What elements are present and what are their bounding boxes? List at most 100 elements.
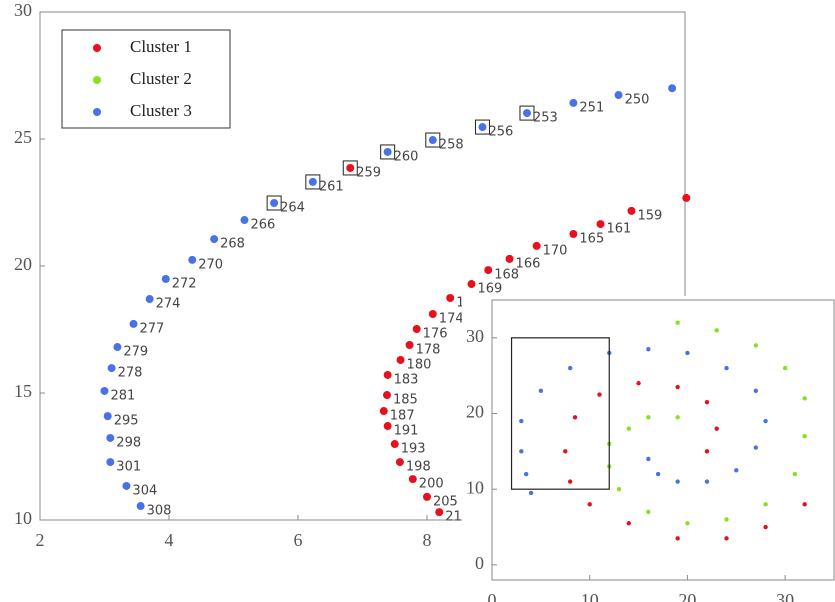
point-label: 187: [390, 409, 415, 424]
point: [106, 458, 115, 467]
point-label: 168: [494, 268, 519, 283]
point: [724, 517, 729, 522]
point: [524, 471, 529, 477]
point-label: 174: [439, 312, 464, 327]
point-label: 176: [423, 326, 448, 341]
y-tick-label: 0: [475, 553, 484, 573]
point: [528, 490, 534, 496]
point: [572, 415, 578, 420]
point: [675, 479, 680, 484]
point-label: 170: [543, 243, 568, 258]
point: [423, 492, 431, 501]
point: [792, 471, 798, 477]
point: [390, 440, 399, 449]
x-tick-label: 6: [294, 530, 303, 550]
legend-marker: [93, 76, 101, 84]
point: [655, 471, 661, 477]
point-label: 183: [394, 372, 419, 387]
y-tick-label: 15: [14, 381, 32, 401]
point-label: 165: [579, 231, 604, 246]
point-label: 185: [393, 393, 418, 408]
x-tick-label: 20: [678, 590, 696, 602]
point: [522, 109, 531, 118]
y-tick-label: 10: [466, 477, 484, 497]
point: [446, 294, 455, 303]
legend-label: Cluster 2: [130, 69, 192, 88]
point: [106, 433, 115, 442]
point-label: 166: [516, 256, 541, 271]
legend-label: Cluster 1: [130, 37, 192, 56]
point: [646, 346, 651, 352]
point-label: 264: [280, 201, 305, 216]
point-label: 295: [114, 414, 139, 429]
point-label: 178: [416, 342, 441, 357]
point: [675, 415, 680, 420]
point: [753, 445, 759, 450]
x-tick-label: 0: [488, 590, 497, 602]
point: [396, 355, 405, 364]
point-label: 278: [118, 366, 143, 381]
point-label: 250: [625, 93, 650, 108]
highlight-box: [519, 105, 535, 121]
point: [675, 320, 680, 325]
point: [646, 509, 651, 515]
legend-label: Cluster 3: [130, 101, 192, 120]
point: [379, 407, 388, 416]
zoom-box: [510, 337, 610, 490]
point-label: 270: [198, 257, 223, 272]
point-label: 180: [407, 357, 432, 372]
point: [569, 98, 578, 107]
point: [467, 280, 476, 289]
point: [753, 388, 759, 394]
point-label: 261: [319, 179, 344, 194]
point: [587, 502, 592, 507]
point: [704, 399, 710, 405]
highlight-box: [474, 119, 490, 135]
point: [435, 508, 444, 517]
x-tick-label: 30: [776, 590, 794, 602]
point: [538, 388, 544, 394]
point: [408, 475, 417, 484]
y-tick-label: 30: [466, 326, 484, 346]
point: [383, 370, 392, 379]
point: [383, 422, 392, 431]
point: [626, 521, 631, 526]
highlight-box: [380, 144, 396, 160]
point: [763, 524, 768, 530]
point: [753, 343, 759, 348]
point: [188, 255, 197, 264]
point: [802, 502, 807, 507]
y-tick-label: 10: [14, 508, 32, 528]
point: [567, 365, 573, 371]
point: [240, 216, 249, 225]
point: [668, 84, 677, 93]
point: [563, 449, 568, 454]
point: [636, 381, 641, 386]
point: [136, 502, 145, 511]
point: [129, 319, 138, 328]
point: [802, 434, 807, 439]
point: [763, 502, 768, 507]
y-tick-label: 20: [466, 402, 484, 422]
point-label: 191: [394, 424, 419, 439]
point-label: 259: [356, 165, 381, 180]
point: [145, 295, 154, 304]
highlight-box: [305, 174, 321, 190]
point: [122, 481, 131, 490]
point: [675, 536, 680, 541]
point: [210, 235, 219, 244]
point: [161, 274, 170, 283]
point-label: 260: [394, 149, 419, 164]
legend-marker: [93, 108, 101, 116]
point: [763, 418, 768, 424]
point-label: 272: [172, 276, 197, 291]
highlight-box: [266, 195, 282, 211]
point-label: 198: [406, 460, 431, 475]
x-tick-label: 2: [36, 530, 45, 550]
point-label: 253: [533, 111, 558, 126]
point: [714, 328, 719, 333]
y-tick-label: 20: [14, 254, 32, 274]
point: [484, 266, 493, 275]
point: [412, 324, 421, 333]
point: [734, 468, 739, 473]
